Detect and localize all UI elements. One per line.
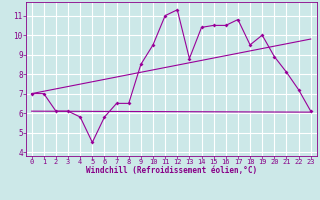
X-axis label: Windchill (Refroidissement éolien,°C): Windchill (Refroidissement éolien,°C) (86, 166, 257, 175)
